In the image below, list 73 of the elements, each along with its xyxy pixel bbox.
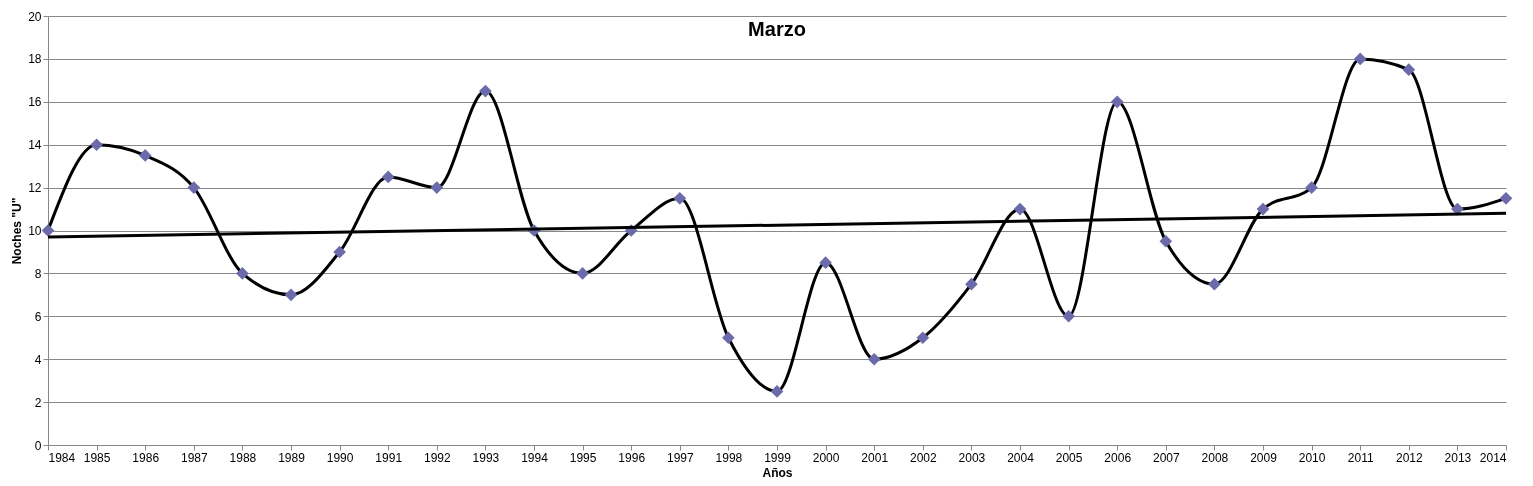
point <box>479 84 492 98</box>
point <box>1305 181 1318 194</box>
point <box>1402 63 1416 76</box>
x-tick-label: 1992 <box>423 450 451 465</box>
point <box>1062 309 1075 323</box>
x-tick-label: 1999 <box>764 450 792 465</box>
y-tick-label: 14 <box>28 138 42 153</box>
point <box>1256 202 1270 216</box>
y-tick-label: 6 <box>34 309 42 324</box>
y-tick-label: 12 <box>28 181 42 196</box>
point <box>1499 192 1513 205</box>
x-tick-label: 2000 <box>812 450 840 465</box>
x-tick-label: 2012 <box>1395 450 1423 465</box>
point <box>1353 52 1367 66</box>
point <box>138 149 152 162</box>
y-tick-label: 2 <box>34 395 42 410</box>
x-tick-label: 2010 <box>1298 450 1326 465</box>
y-axis-title: Noches "U" <box>10 197 25 265</box>
x-tick-label: 1984 <box>48 450 76 465</box>
y-tick-label: 18 <box>28 52 42 67</box>
x-tick-label: 2007 <box>1152 450 1180 465</box>
point <box>770 385 784 398</box>
point <box>576 267 589 280</box>
x-tick-label: 1990 <box>326 450 354 465</box>
y-tick-label: 10 <box>28 224 42 238</box>
x-tick-label: 1986 <box>132 450 160 465</box>
x-tick-label: 2001 <box>861 450 889 465</box>
x-tick-label: 1991 <box>375 450 403 465</box>
x-tick-label: 1985 <box>83 450 111 465</box>
x-tick-label: 1989 <box>278 450 306 465</box>
x-tick-label: 2014 <box>1479 450 1507 465</box>
x-tick-label: 2011 <box>1347 450 1374 465</box>
point <box>1208 277 1221 291</box>
chart-title: Marzo <box>748 18 806 40</box>
y-tick-label: 8 <box>34 266 42 281</box>
x-tick-label: 2005 <box>1055 450 1083 465</box>
x-tick-label: 1996 <box>618 450 646 465</box>
point <box>1159 234 1173 248</box>
point <box>284 288 298 302</box>
x-tick-label: 1998 <box>715 450 743 465</box>
x-tick-label: 1995 <box>569 450 597 465</box>
x-tick-label: 2009 <box>1250 450 1278 465</box>
point <box>381 170 395 184</box>
point <box>187 181 201 194</box>
y-tick-label: 16 <box>28 95 42 110</box>
point <box>819 256 832 269</box>
y-tick-label: 0 <box>34 438 42 453</box>
y-tick-label: 20 <box>28 9 42 24</box>
point <box>90 138 103 152</box>
x-tick-label: 1997 <box>666 450 694 465</box>
point <box>430 181 444 194</box>
point <box>333 245 346 259</box>
x-tick-label: 2008 <box>1201 450 1229 465</box>
x-tick-label: 1994 <box>521 450 549 465</box>
x-tick-label: 1988 <box>229 450 257 465</box>
point <box>236 267 249 280</box>
point <box>673 192 687 205</box>
point <box>1013 202 1027 216</box>
point <box>916 331 930 345</box>
x-tick-label: 2004 <box>1007 450 1035 465</box>
point <box>722 331 735 345</box>
x-tick-label: 2013 <box>1444 450 1472 465</box>
x-tick-label: 2003 <box>958 450 986 465</box>
y-tick-label: 4 <box>34 352 42 367</box>
point <box>1110 95 1124 109</box>
x-axis-title: Años <box>762 465 793 480</box>
x-tick-label: 1987 <box>180 450 208 465</box>
point <box>965 277 978 291</box>
x-tick-label: 2002 <box>909 450 937 465</box>
x-tick-label: 1993 <box>472 450 500 465</box>
x-tick-label: 2006 <box>1104 450 1132 465</box>
point <box>41 224 55 237</box>
point <box>867 352 881 366</box>
